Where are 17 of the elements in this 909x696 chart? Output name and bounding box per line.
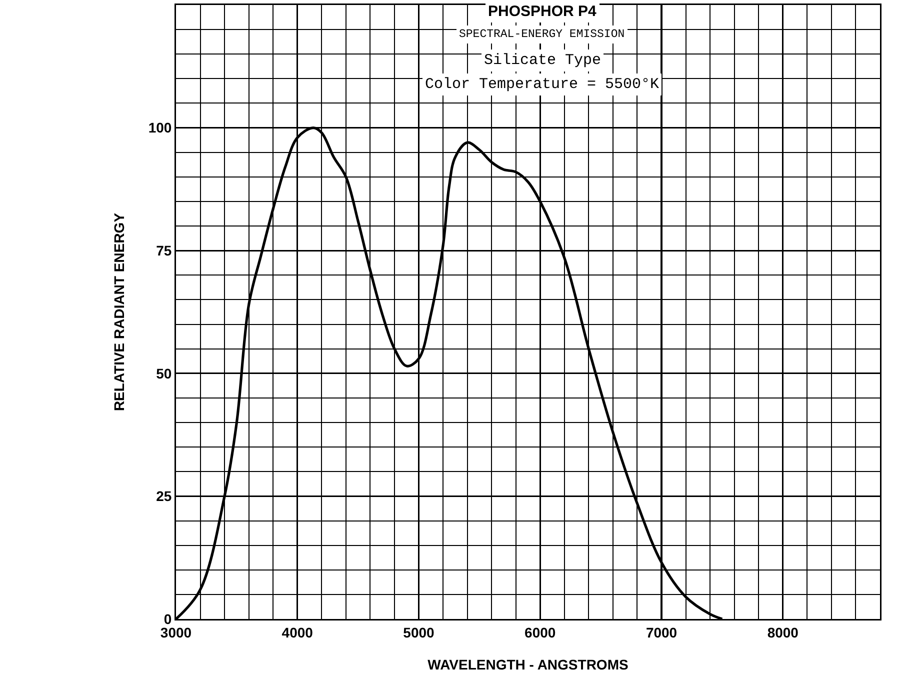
- chart-title: PHOSPHOR P4: [488, 3, 598, 20]
- x-tick-label: 6000: [524, 624, 556, 640]
- x-tick-label: 7000: [646, 624, 678, 640]
- annotation: Color Temperature = 5500°K: [425, 76, 660, 93]
- y-axis-title: RELATIVE RADIANT ENERGY: [111, 212, 128, 412]
- y-tick-label: 100: [148, 120, 172, 136]
- y-tick-label: 50: [156, 365, 172, 382]
- x-tick-label: 3000: [160, 624, 192, 640]
- y-tick-label: 25: [156, 488, 172, 504]
- x-tick-label: 8000: [767, 624, 799, 640]
- x-axis-title: WAVELENGTH - ANGSTROMS: [428, 656, 628, 672]
- y-tick-label: 0: [164, 610, 172, 627]
- annotation: Silicate Type: [484, 52, 602, 69]
- y-tick-label: 75: [156, 242, 172, 258]
- x-tick-label: 5000: [403, 624, 435, 640]
- x-tick-label: 4000: [282, 624, 314, 640]
- text: SPECTRAL-ENERGY EMISSION: [459, 28, 625, 41]
